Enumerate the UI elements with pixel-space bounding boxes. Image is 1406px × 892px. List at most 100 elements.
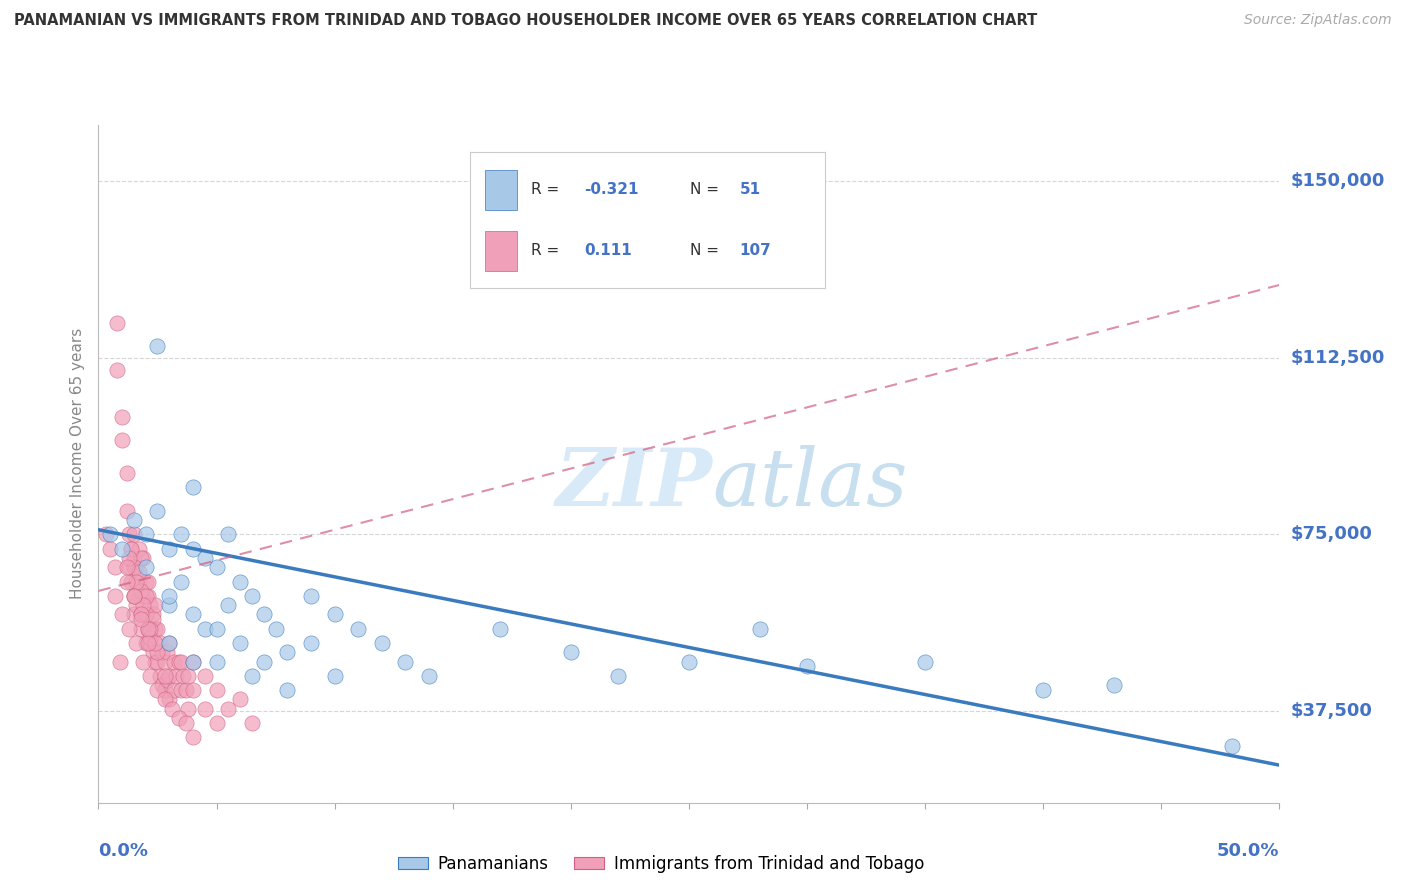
- Point: [98, 541, 121, 556]
- Point: [194, 669, 217, 683]
- Point: [139, 622, 162, 636]
- Point: [111, 434, 134, 448]
- Point: [217, 527, 239, 541]
- Point: [105, 316, 128, 330]
- Point: [146, 504, 169, 518]
- Point: [139, 669, 162, 683]
- Point: [108, 655, 131, 669]
- Point: [177, 701, 200, 715]
- Point: [149, 669, 172, 683]
- Point: [129, 607, 152, 622]
- Point: [299, 589, 322, 603]
- Point: [170, 682, 193, 697]
- Text: ZIP: ZIP: [555, 445, 713, 523]
- Point: [153, 669, 176, 683]
- Legend: Panamanians, Immigrants from Trinidad and Tobago: Panamanians, Immigrants from Trinidad an…: [391, 848, 931, 880]
- Point: [748, 622, 770, 636]
- Y-axis label: Householder Income Over 65 years: Householder Income Over 65 years: [70, 328, 86, 599]
- Text: Source: ZipAtlas.com: Source: ZipAtlas.com: [1244, 13, 1392, 28]
- Point: [136, 622, 159, 636]
- Point: [181, 480, 204, 494]
- Point: [129, 607, 152, 622]
- Point: [240, 669, 263, 683]
- Point: [194, 701, 217, 715]
- Point: [150, 645, 173, 659]
- Point: [129, 622, 152, 636]
- Text: 50.0%: 50.0%: [1218, 842, 1279, 860]
- Point: [115, 504, 138, 518]
- Point: [121, 541, 143, 556]
- Point: [129, 584, 152, 599]
- Point: [264, 622, 287, 636]
- Point: [139, 631, 162, 645]
- Point: [607, 669, 630, 683]
- Point: [181, 730, 204, 744]
- Point: [132, 551, 155, 566]
- Point: [157, 541, 180, 556]
- Point: [229, 692, 252, 706]
- Point: [240, 589, 263, 603]
- Point: [125, 636, 148, 650]
- Point: [146, 645, 169, 659]
- Point: [115, 574, 138, 589]
- Point: [143, 598, 166, 612]
- Text: atlas: atlas: [713, 445, 908, 523]
- Point: [253, 607, 276, 622]
- Point: [111, 409, 134, 424]
- Point: [105, 362, 128, 376]
- Point: [118, 560, 141, 574]
- Point: [136, 636, 159, 650]
- Point: [146, 622, 169, 636]
- Point: [347, 622, 370, 636]
- Point: [172, 669, 194, 683]
- Point: [143, 622, 166, 636]
- Point: [122, 589, 145, 603]
- Point: [121, 574, 143, 589]
- Point: [136, 622, 159, 636]
- Point: [205, 622, 228, 636]
- Point: [146, 655, 169, 669]
- Point: [142, 607, 165, 622]
- Point: [156, 645, 179, 659]
- Point: [129, 612, 152, 626]
- Point: [160, 701, 183, 715]
- Point: [181, 655, 204, 669]
- Point: [796, 659, 818, 673]
- Point: [118, 622, 141, 636]
- Point: [240, 715, 263, 730]
- Point: [135, 607, 157, 622]
- Point: [149, 636, 172, 650]
- Text: $75,000: $75,000: [1291, 525, 1372, 543]
- Point: [118, 527, 141, 541]
- Point: [121, 541, 143, 556]
- Point: [181, 682, 204, 697]
- Text: 0.0%: 0.0%: [98, 842, 149, 860]
- Point: [104, 560, 127, 574]
- Point: [122, 589, 145, 603]
- Point: [914, 655, 936, 669]
- Point: [170, 655, 193, 669]
- Point: [98, 527, 121, 541]
- Point: [146, 682, 169, 697]
- Point: [276, 645, 298, 659]
- Text: $150,000: $150,000: [1291, 172, 1385, 190]
- Point: [181, 541, 204, 556]
- Point: [678, 655, 700, 669]
- Point: [560, 645, 582, 659]
- Point: [153, 692, 176, 706]
- Point: [157, 589, 180, 603]
- Point: [205, 715, 228, 730]
- Point: [135, 527, 157, 541]
- Point: [371, 636, 394, 650]
- Point: [163, 682, 186, 697]
- Point: [156, 673, 179, 688]
- Point: [167, 711, 190, 725]
- Point: [128, 565, 150, 579]
- Point: [217, 598, 239, 612]
- Point: [143, 655, 166, 669]
- Point: [157, 598, 180, 612]
- Point: [157, 636, 180, 650]
- Point: [323, 607, 346, 622]
- Point: [229, 574, 252, 589]
- Point: [177, 669, 200, 683]
